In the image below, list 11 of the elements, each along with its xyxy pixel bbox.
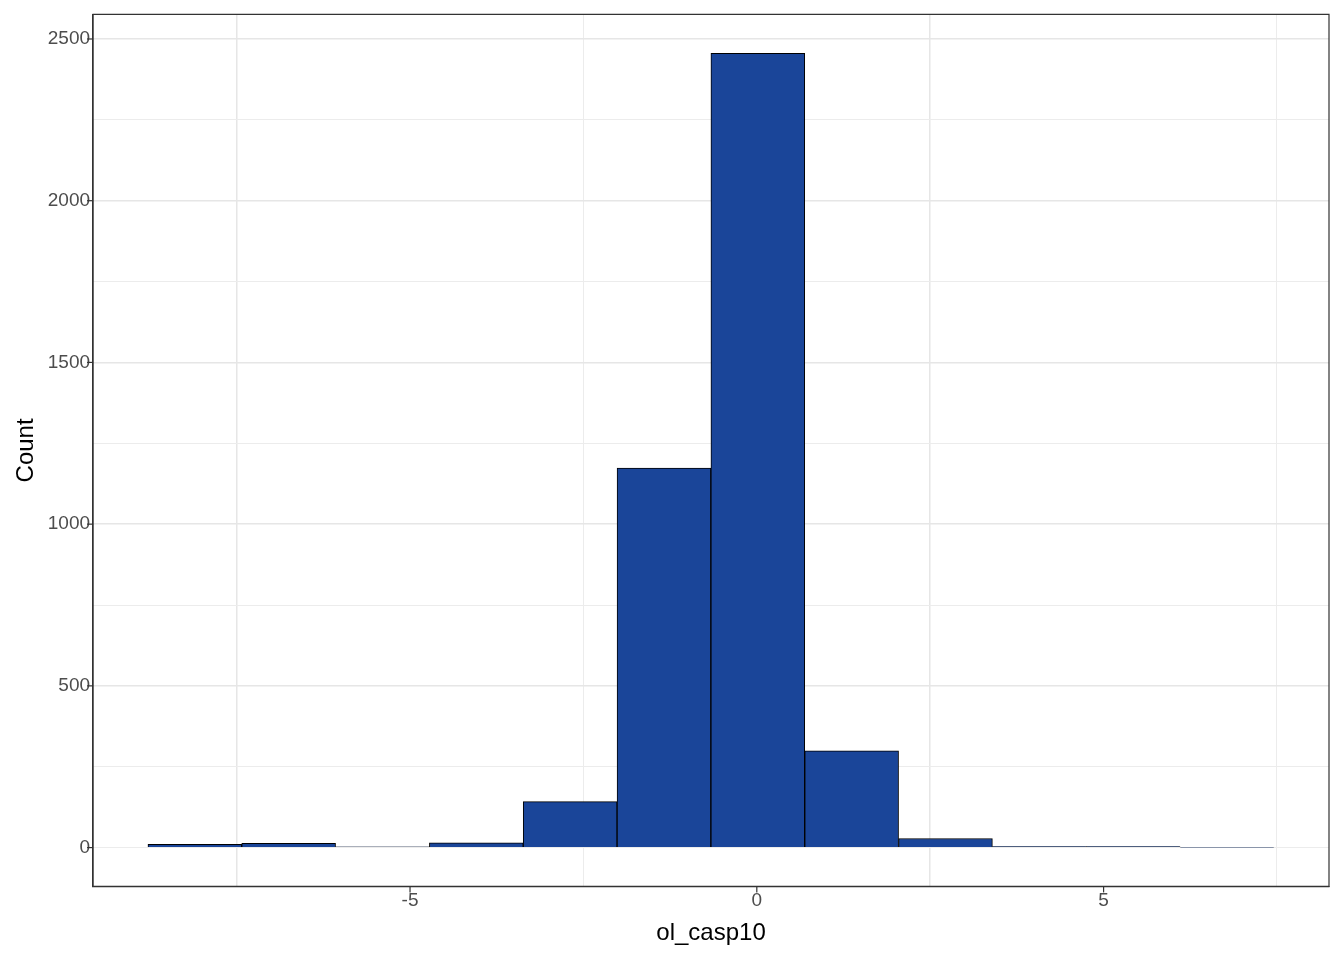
x-axis-title: ol_casp10 (656, 918, 766, 946)
y-tick-label: 2000 (47, 188, 91, 210)
y-tick-label: 1500 (47, 350, 91, 372)
x-tick-label: 5 (1098, 889, 1109, 911)
x-tick-label: -5 (401, 889, 419, 911)
y-tick-label: 1000 (47, 512, 91, 534)
y-tick-label: 0 (79, 835, 91, 857)
y-tick-label: 2500 (47, 27, 91, 49)
y-tick-label: 500 (58, 674, 91, 696)
x-tick-label: 0 (751, 889, 763, 911)
y-axis-title: Count (11, 418, 39, 483)
